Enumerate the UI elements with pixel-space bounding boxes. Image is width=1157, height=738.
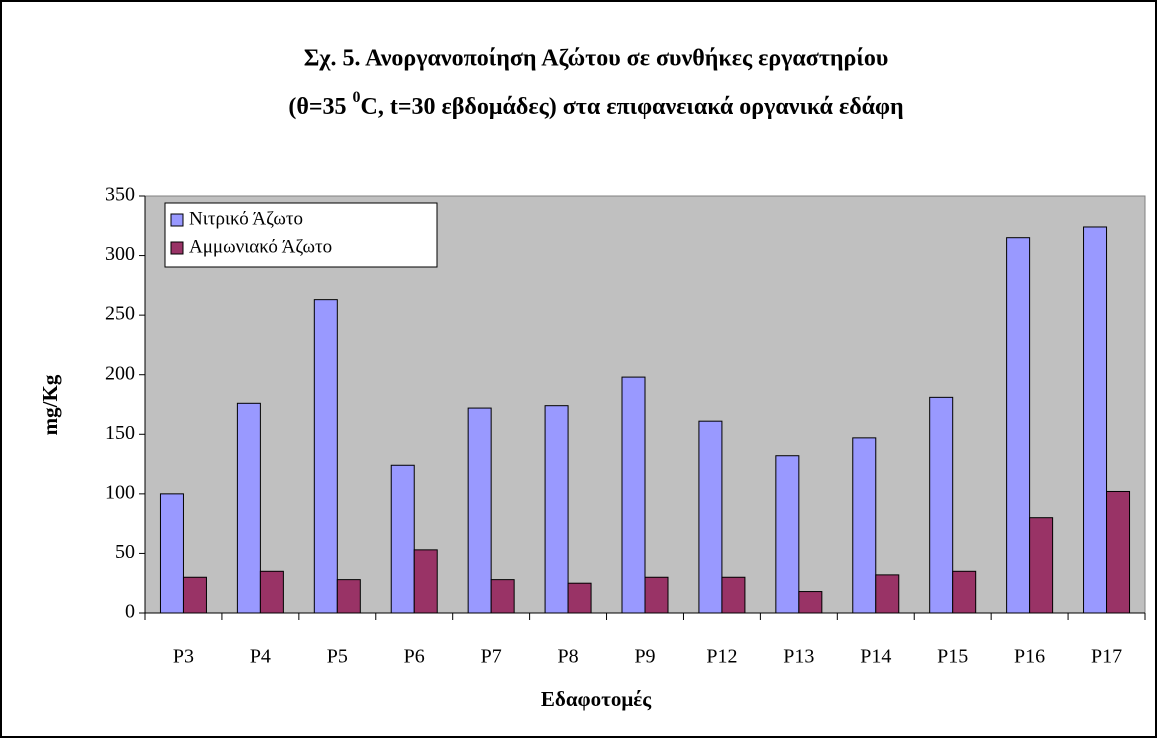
x-axis-title: Εδαφοτομές [541, 687, 652, 711]
legend-swatch [170, 213, 184, 227]
y-tick-label: 200 [105, 362, 135, 384]
bar [567, 582, 592, 614]
legend-box [164, 202, 438, 268]
y-tick-label: 350 [105, 184, 135, 206]
bar [721, 576, 746, 614]
y-tick-label: 50 [115, 541, 135, 563]
title-part: C, t=30 εβδομάδες) στα επιφανειακά οργαν… [361, 94, 904, 120]
bar [413, 549, 438, 614]
bar [159, 493, 184, 614]
y-tick-label: 100 [105, 481, 135, 503]
x-tick-label: P14 [860, 646, 891, 668]
bar [259, 570, 284, 614]
bar [929, 396, 954, 614]
bar [236, 402, 261, 614]
legend-swatch [170, 241, 184, 255]
bar [313, 299, 338, 614]
chart-subtitle: (θ=35 0C, t=30 εβδομάδες) στα επιφανειακ… [288, 89, 903, 120]
bar [798, 591, 823, 614]
chart-title: Σχ. 5. Ανοργανοποίηση Αζώτου σε συνθήκες… [304, 46, 889, 72]
x-tick-label: P3 [173, 646, 194, 668]
x-tick-label: P5 [327, 646, 348, 668]
bar [1029, 517, 1054, 614]
bar [336, 579, 361, 614]
bar [182, 576, 207, 614]
x-tick-label: P15 [937, 646, 968, 668]
bar [875, 574, 900, 614]
y-tick-label: 250 [105, 303, 135, 325]
x-tick-label: P12 [706, 646, 737, 668]
y-axis-title: mg/Kg [38, 374, 62, 435]
y-tick-label: 300 [105, 243, 135, 265]
bar [544, 405, 569, 614]
x-tick-label: P7 [481, 646, 502, 668]
bar [644, 576, 669, 614]
x-tick-label: P4 [250, 646, 271, 668]
x-tick-label: P9 [634, 646, 655, 668]
x-tick-label: P16 [1014, 646, 1045, 668]
x-tick-label: P6 [404, 646, 425, 668]
bar [952, 570, 977, 614]
title-superscript: 0 [353, 89, 361, 106]
bar [698, 420, 723, 614]
legend-label: Νιτρικό Άζωτο [189, 208, 303, 229]
bar [1106, 490, 1131, 614]
x-tick-label: P17 [1091, 646, 1122, 668]
bar [1006, 237, 1031, 614]
x-tick-label: P13 [783, 646, 814, 668]
y-tick-label: 150 [105, 422, 135, 444]
bar [490, 579, 515, 614]
bar [1083, 226, 1108, 614]
title-part: (θ=35 [288, 94, 352, 120]
bar [390, 464, 415, 614]
legend-label: Αμμωνιακό Άζωτο [189, 236, 332, 257]
bar [775, 455, 800, 614]
bar [852, 437, 877, 614]
y-tick-label: 0 [125, 601, 135, 623]
bar [621, 376, 646, 614]
x-tick-label: P8 [558, 646, 579, 668]
bar [467, 407, 492, 614]
